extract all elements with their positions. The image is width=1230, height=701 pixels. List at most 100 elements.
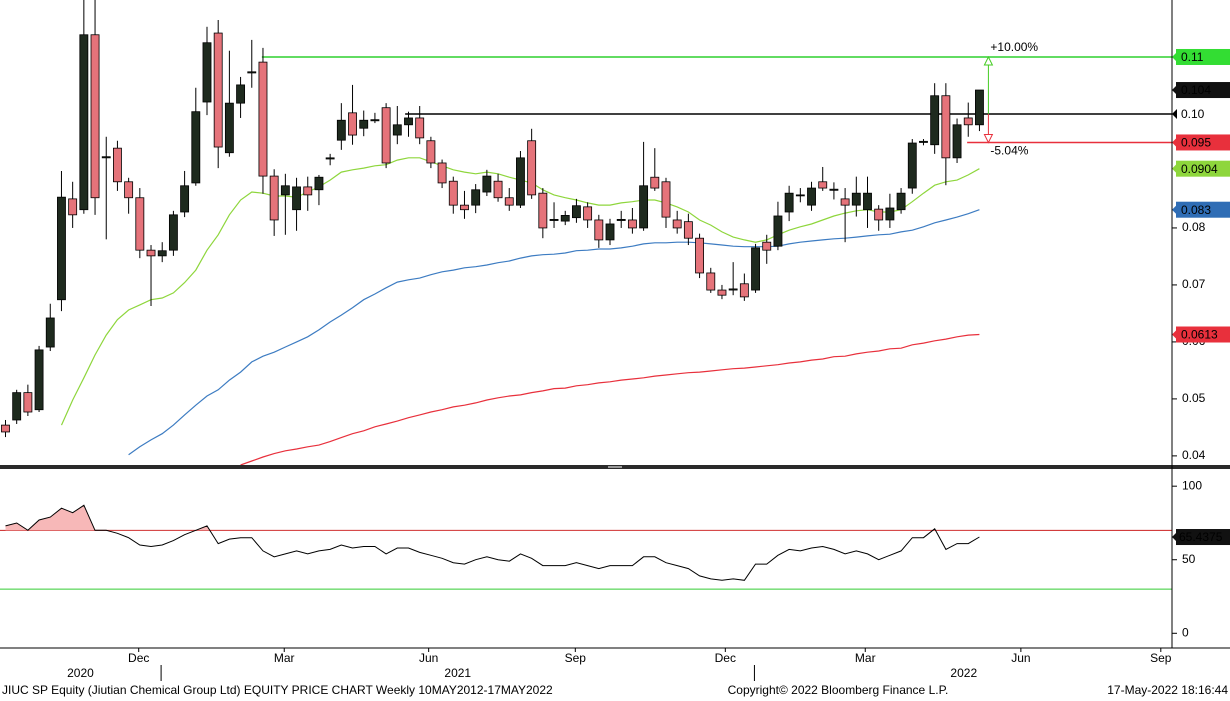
level-box	[1176, 134, 1230, 151]
last-price-label: 0.104	[1181, 83, 1211, 97]
candle-body	[963, 117, 973, 126]
candle-body	[23, 392, 33, 413]
ma-value-label: 0.083	[1181, 203, 1211, 217]
candle-body	[168, 214, 178, 251]
rsi-value-notch	[1172, 532, 1177, 543]
candle-body	[795, 194, 805, 197]
candle-body	[135, 197, 145, 251]
y-tick-label: 0.04	[1182, 448, 1206, 462]
candle-body	[538, 192, 548, 229]
level-label: 0.095	[1181, 136, 1211, 150]
candle-body	[907, 142, 917, 189]
candle-body	[784, 192, 794, 213]
candle-body	[426, 140, 436, 164]
candle-body	[224, 102, 234, 154]
year-label: 2022	[950, 666, 977, 680]
candle-body	[885, 207, 895, 221]
candle-body	[269, 175, 279, 221]
candle-body	[739, 283, 749, 298]
candle-body	[616, 218, 626, 221]
candle-body	[975, 89, 984, 126]
candle-body	[762, 241, 772, 251]
annotation-arrowhead	[983, 133, 994, 144]
candle-body	[818, 181, 828, 189]
annotation: -5.04%	[990, 144, 1028, 158]
last-price-notch	[1172, 85, 1177, 96]
candle-body	[124, 181, 134, 199]
candle-body	[45, 317, 55, 348]
candle-body	[560, 215, 570, 222]
candle-body	[392, 124, 402, 136]
candle-body	[359, 119, 369, 129]
footer-left: JIUC SP Equity (Jiutian Chemical Group L…	[2, 683, 553, 697]
candle-body	[840, 198, 850, 206]
price-pane: +10.00% -5.04%	[1, 0, 1172, 465]
moving-average	[128, 209, 980, 456]
candle-body	[896, 192, 906, 211]
candle-body	[695, 237, 705, 274]
rsi-y-tick-label: 100	[1182, 478, 1202, 492]
candle-body	[34, 349, 44, 411]
candle-body	[280, 185, 290, 196]
candle-body	[258, 61, 268, 177]
candle-body	[157, 250, 167, 257]
candle-body	[874, 208, 884, 221]
candle-body	[314, 176, 324, 191]
candle-body	[605, 223, 615, 241]
candle-body	[728, 288, 738, 291]
candle-body	[180, 185, 190, 213]
candle-body	[930, 95, 940, 146]
candle-body	[471, 189, 481, 206]
candle-body	[213, 32, 223, 148]
candle-body	[460, 204, 469, 211]
year-label: 2020	[67, 666, 94, 680]
candle-body	[191, 111, 201, 184]
ma-value-label: 0.0904	[1181, 162, 1218, 176]
x-tick-label: Sep	[1150, 651, 1172, 665]
moving-average	[240, 333, 980, 465]
candle-body	[639, 185, 649, 229]
candle-body	[683, 221, 693, 239]
candle-body	[504, 197, 514, 206]
candle-body	[952, 124, 962, 159]
annotation-arrowhead	[983, 55, 994, 66]
candle-body	[863, 192, 872, 211]
rsi-y-tick-label: 0	[1182, 625, 1189, 639]
candle-body	[146, 249, 156, 257]
candle-body	[571, 205, 581, 219]
candle-body	[12, 392, 22, 421]
y-tick-label: 0.07	[1182, 277, 1206, 291]
footer-center: Copyright© 2022 Bloomberg Finance L.P.	[728, 683, 949, 697]
candle-body	[236, 84, 246, 104]
candle-body	[482, 175, 492, 193]
candle-body	[672, 219, 682, 229]
ma-value-box	[1176, 160, 1230, 177]
candle-body	[370, 119, 380, 122]
candle-body	[493, 180, 503, 199]
level-box	[1176, 105, 1230, 122]
y-tick-label: 0.08	[1182, 220, 1206, 234]
candle-body	[68, 198, 78, 216]
ma-value-label: 0.0613	[1181, 328, 1218, 342]
level-notch	[1172, 137, 1177, 148]
candle-body	[247, 71, 257, 74]
candle-body	[941, 95, 951, 159]
candle-body	[594, 219, 604, 241]
candle-body	[415, 117, 425, 139]
candle-body	[583, 206, 593, 221]
level-label: 0.10	[1181, 107, 1205, 121]
candle-body	[717, 289, 727, 296]
year-label: 2021	[444, 666, 471, 680]
level-box	[1176, 48, 1230, 65]
rsi-pane	[0, 504, 1172, 590]
candle-body	[807, 187, 816, 206]
x-tick-label: Mar	[274, 651, 295, 665]
rsi-value-label: 65.4375	[1179, 530, 1223, 544]
candle-body	[516, 157, 525, 206]
candle-body	[527, 140, 537, 196]
candle-body	[549, 218, 559, 221]
axes: 0.040.050.060.070.080.110.100.0950.09040…	[67, 48, 1230, 681]
x-tick-label: Jun	[419, 651, 438, 665]
